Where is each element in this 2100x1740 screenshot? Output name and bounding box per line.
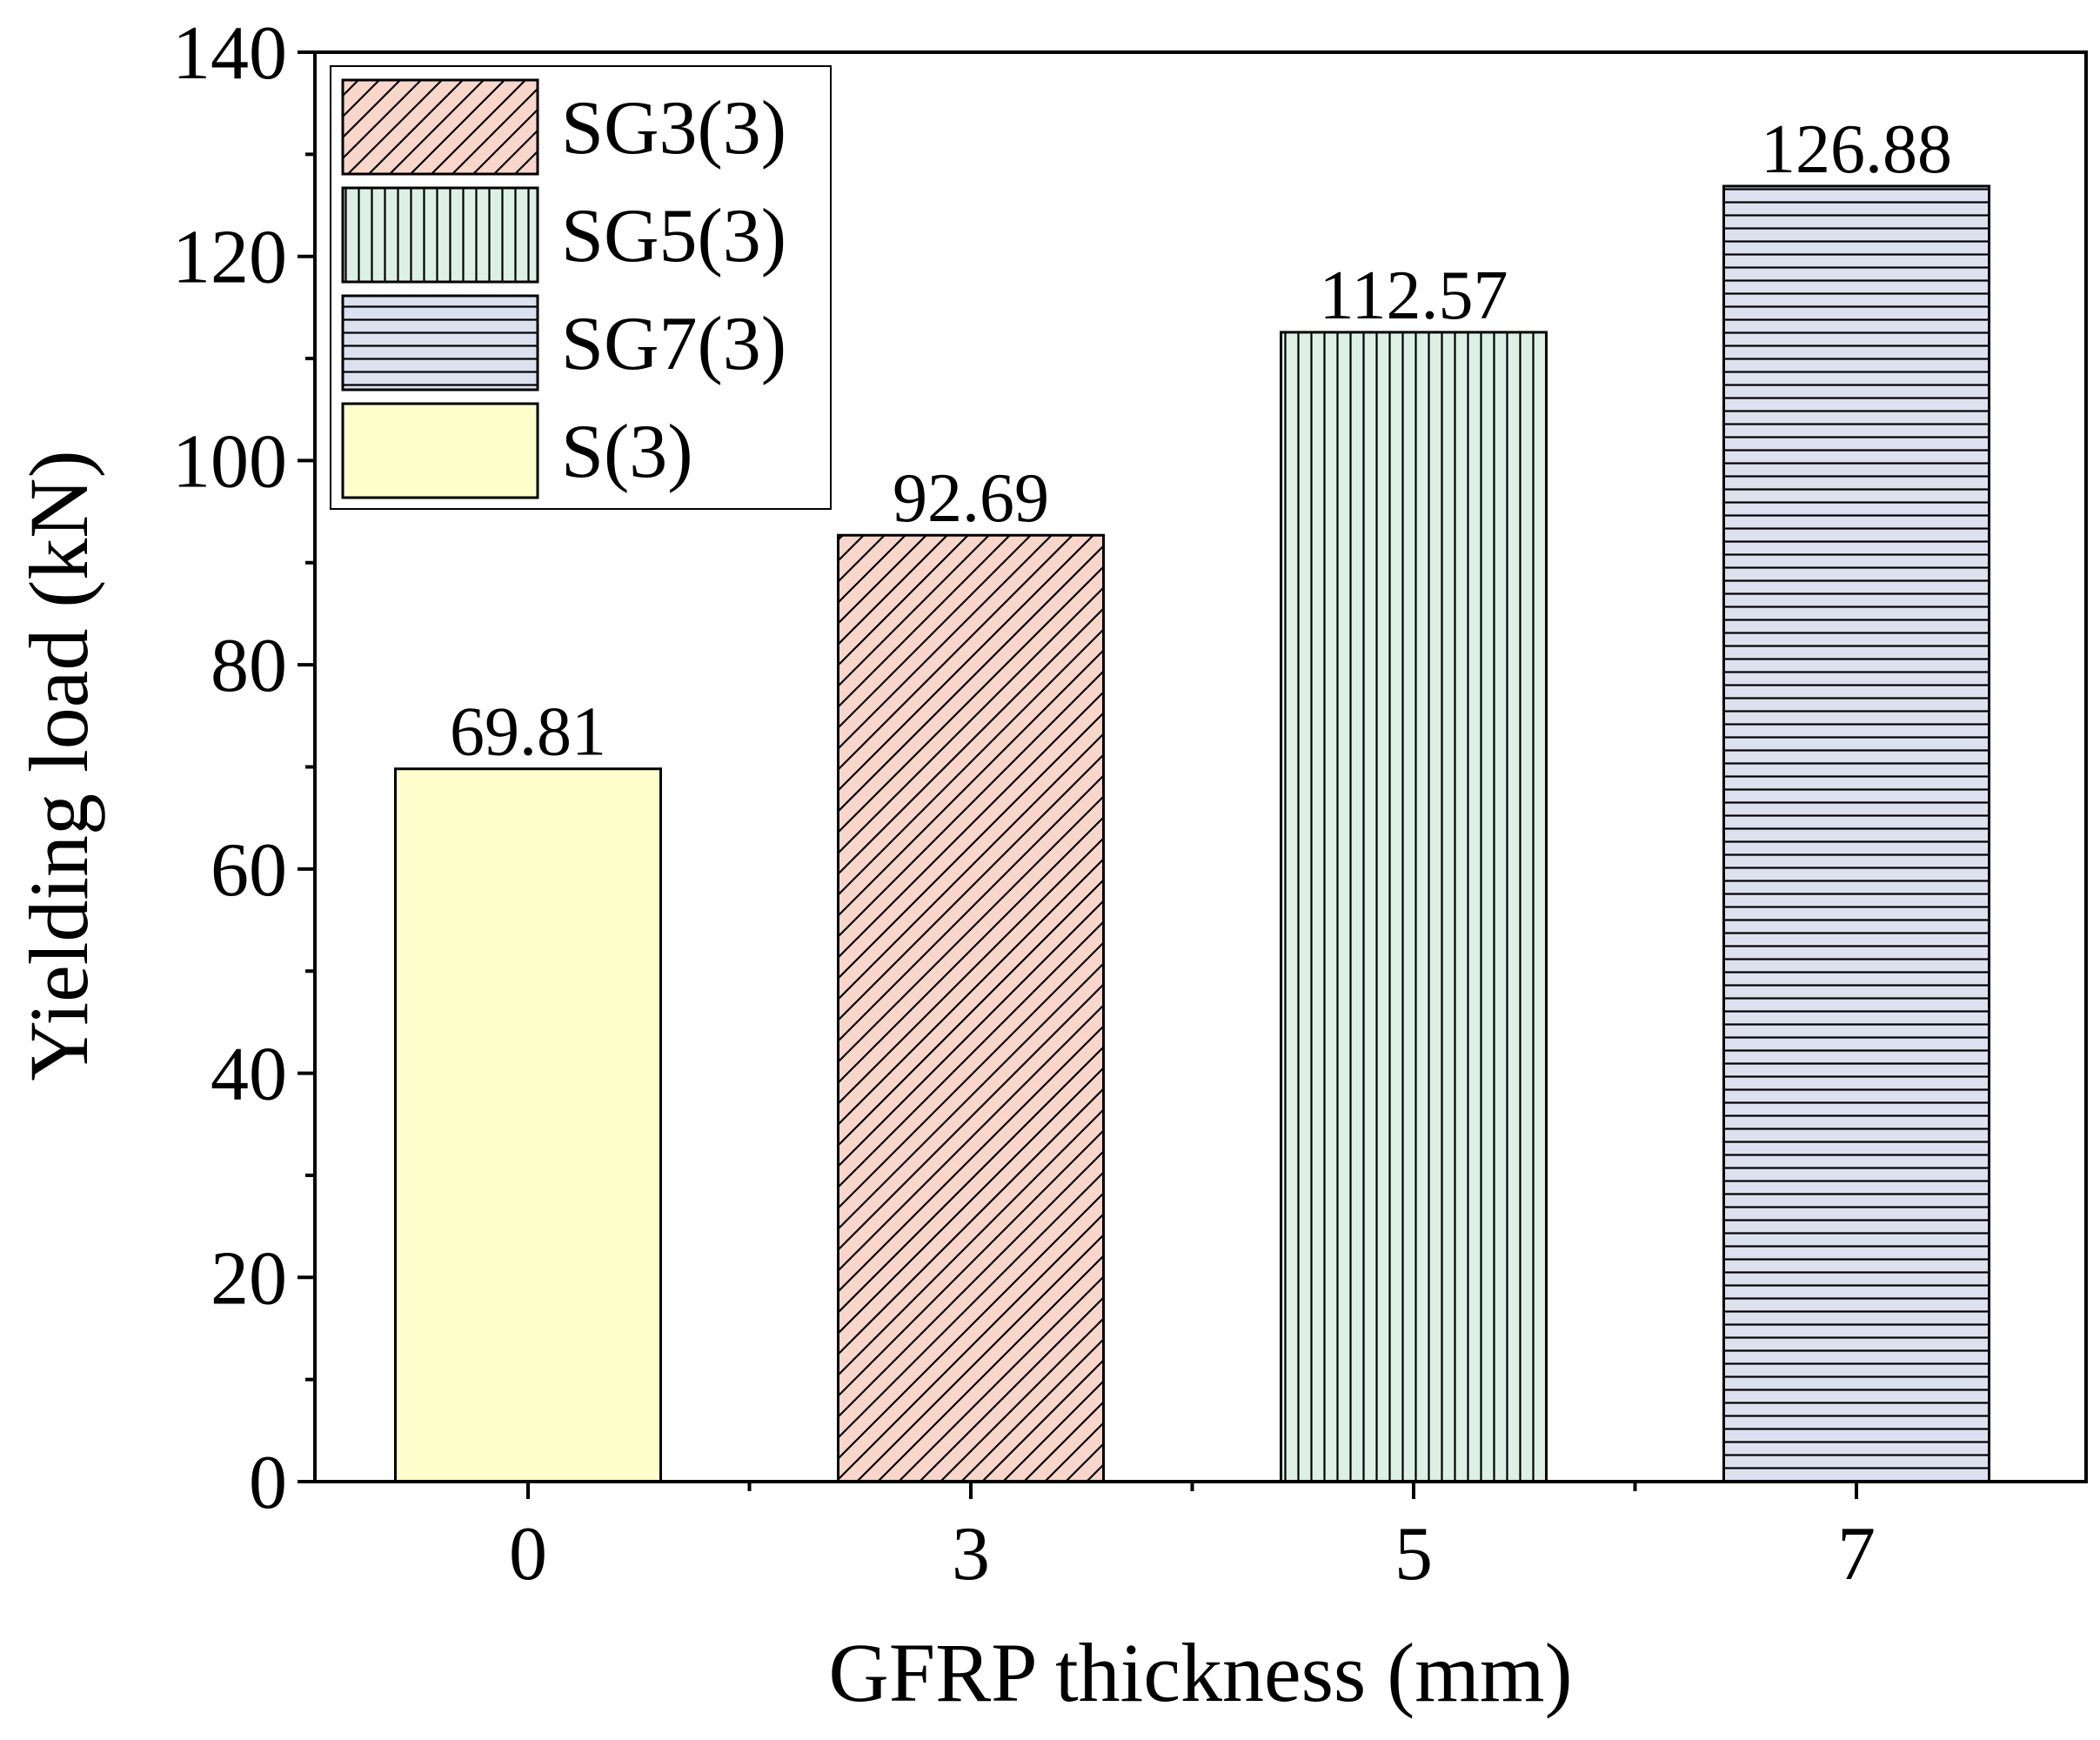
y-tick-label: 20 xyxy=(211,1236,287,1321)
data-label-0: 69.81 xyxy=(450,694,606,771)
legend-label: S(3) xyxy=(561,410,693,494)
data-label-3: 92.69 xyxy=(893,460,1049,537)
y-tick-label: 100 xyxy=(172,419,287,504)
bar-7 xyxy=(1722,184,1990,1483)
x-tick-label: 5 xyxy=(1394,1512,1433,1596)
legend-swatch xyxy=(341,402,539,499)
y-tick-label: 120 xyxy=(172,216,287,300)
legend-swatch xyxy=(341,78,539,176)
bars: 69.81 92.69 112.57 126.88 xyxy=(394,111,1990,1483)
bar-5 xyxy=(1280,331,1548,1483)
plot-frame xyxy=(313,50,2088,1483)
x-axis-title: GFRP thickness (mm) xyxy=(828,1626,1572,1719)
y-tick-label: 80 xyxy=(211,624,287,708)
legend-swatch xyxy=(341,294,539,392)
y-tick-label: 40 xyxy=(211,1033,287,1117)
x-axis-ticks: 0 3 5 7 xyxy=(509,1482,1876,1596)
legend-swatch xyxy=(341,186,539,284)
y-axis-ticks: 0 20 40 60 80 100 120 140 xyxy=(172,11,315,1525)
y-axis-title: Yielding load (kN) xyxy=(12,450,105,1081)
bar-3 xyxy=(837,533,1105,1483)
y-tick-label: 140 xyxy=(172,11,287,96)
bar-0 xyxy=(394,767,662,1483)
y-tick-label: 0 xyxy=(249,1441,287,1525)
data-label-7: 126.88 xyxy=(1761,111,1952,188)
x-tick-label: 0 xyxy=(509,1512,547,1596)
x-tick-label: 7 xyxy=(1837,1512,1876,1596)
y-tick-label: 60 xyxy=(211,828,287,913)
x-tick-label: 3 xyxy=(952,1512,990,1596)
legend: SG3(3) SG5(3) SG7(3) S(3) xyxy=(330,65,832,510)
legend-label: SG3(3) xyxy=(561,86,786,171)
legend-label: SG7(3) xyxy=(561,302,786,386)
legend-label: SG5(3) xyxy=(561,194,786,278)
data-label-5: 112.57 xyxy=(1319,258,1508,334)
